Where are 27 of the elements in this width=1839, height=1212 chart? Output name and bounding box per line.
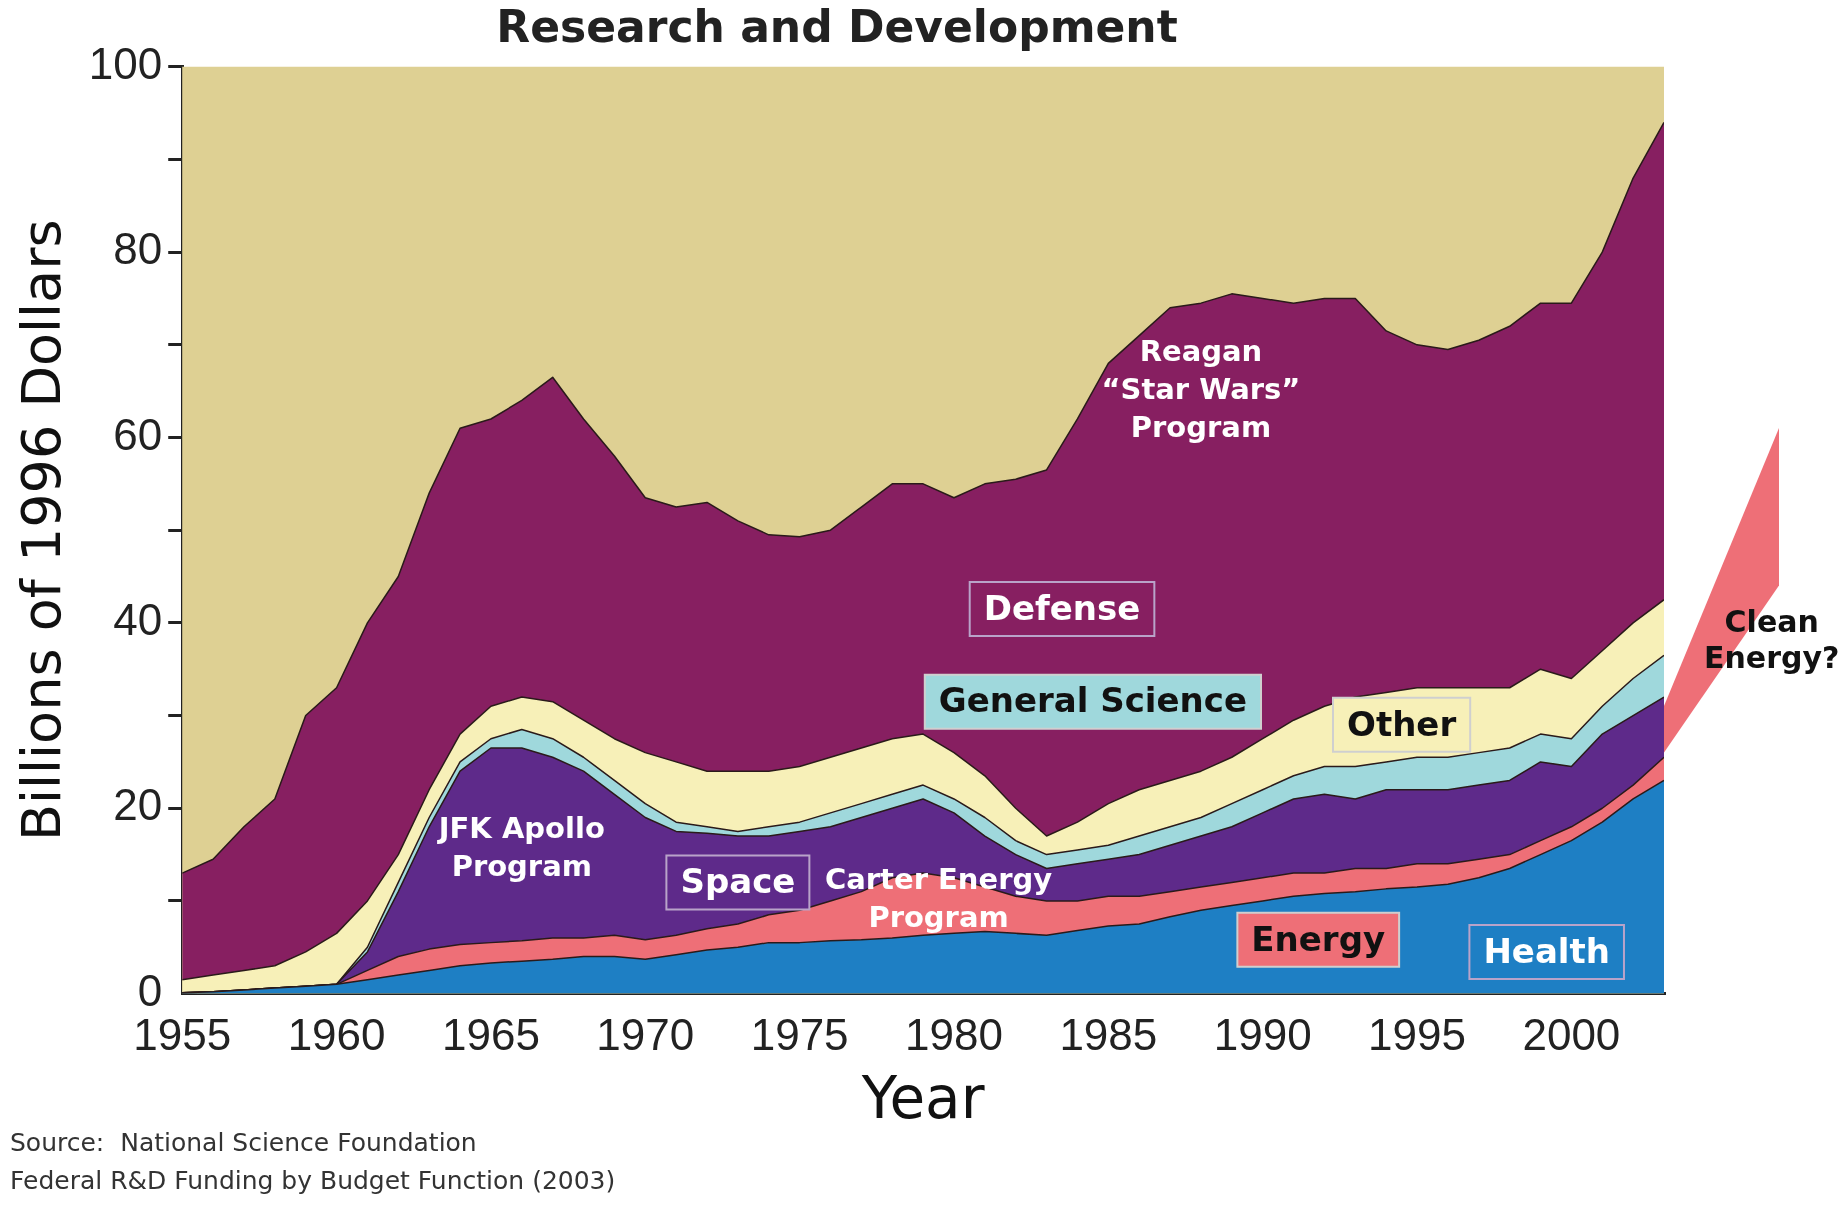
x-axis-title: Year [860,1064,985,1133]
series-label: Energy [1251,918,1386,959]
x-tick-label: 1990 [1213,1010,1312,1060]
text: Federal R&D Funding by Budget Function (2003) [10,1166,616,1195]
annotation: JFK Apollo Program [436,811,605,884]
chart-title: Research and Development [496,0,1178,52]
y-tick-label: 80 [113,224,163,274]
y-tick-label: 100 [88,38,163,88]
x-tick-label: 1995 [1368,1010,1466,1060]
x-tick-label: 1970 [596,1010,695,1060]
series-label: Other [1347,703,1457,744]
x-tick-label: 2000 [1522,1010,1621,1060]
x-tick-label: 1980 [905,1010,1003,1060]
series-label: Defense [983,587,1141,628]
x-tick-label: 1985 [1059,1010,1158,1060]
series-label: General Science [938,680,1247,721]
source-note: Source: National Science Foundation [10,1128,477,1157]
y-tick-label: 40 [113,595,163,645]
y-tick-label: 20 [113,780,163,830]
y-axis-title: Billions of 1996 Dollars [10,219,74,841]
y-tick-label: 60 [113,409,163,459]
x-tick-label: 1960 [287,1010,386,1060]
series-label: Space [680,861,796,902]
series-label: Health [1483,930,1610,971]
x-tick-label: 1965 [441,1010,540,1060]
x-tick-label: 1975 [750,1010,849,1060]
annotation: Reagan “Star Wars” Program [1101,333,1301,444]
